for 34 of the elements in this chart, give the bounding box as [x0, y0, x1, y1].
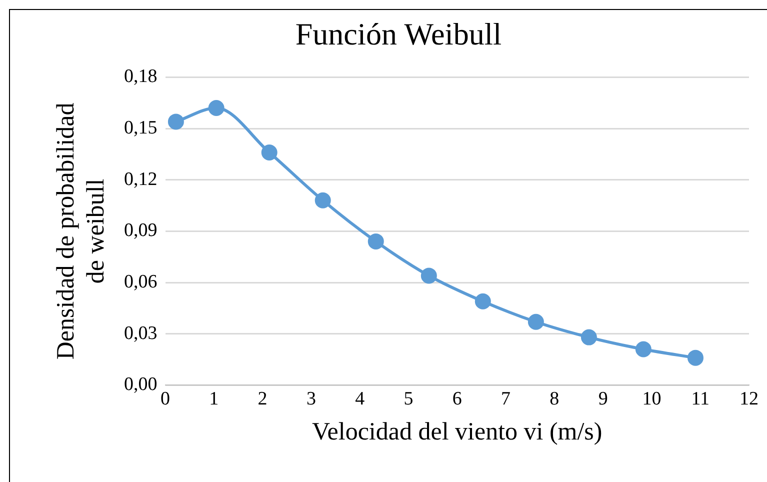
x-tick-label: 3: [306, 388, 316, 410]
y-tick-label: 0,03: [124, 322, 158, 344]
x-tick-label: 7: [501, 388, 511, 410]
point: [261, 144, 278, 160]
point: [168, 114, 184, 130]
y-tick-label: 0,12: [124, 168, 158, 190]
y-axis-title: Densidad de probabilidad de weibull: [52, 102, 110, 360]
point: [528, 314, 544, 330]
x-axis-title: Velocidad del viento vi (m/s): [312, 418, 602, 446]
x-tick-label: 2: [258, 388, 268, 410]
x-tick-label: 10: [642, 388, 662, 410]
y-tick-label: 0,18: [124, 66, 158, 88]
x-tick-label: 8: [550, 388, 560, 410]
y-tick-label: 0,15: [124, 118, 158, 139]
point: [580, 329, 597, 346]
x-tick-label: 4: [355, 388, 366, 410]
point: [208, 100, 224, 116]
x-tick-label: 11: [691, 388, 710, 410]
chart-title: Función Weibull: [295, 16, 502, 52]
y-tick-label: 0,00: [124, 374, 158, 396]
point: [474, 293, 491, 310]
x-tick-label: 6: [452, 388, 462, 410]
x-tick-label: 0: [160, 388, 170, 410]
y-tick-label: 0,09: [124, 220, 158, 242]
point: [635, 341, 652, 358]
x-tick-label: 12: [740, 388, 758, 410]
point: [687, 350, 704, 366]
y-tick-label: 0,06: [124, 272, 158, 293]
point: [420, 268, 437, 284]
x-tick-label: 1: [209, 388, 219, 410]
x-tick-label: 5: [404, 388, 414, 410]
x-tick-label: 9: [598, 388, 608, 410]
point: [368, 233, 384, 250]
point: [314, 192, 331, 208]
